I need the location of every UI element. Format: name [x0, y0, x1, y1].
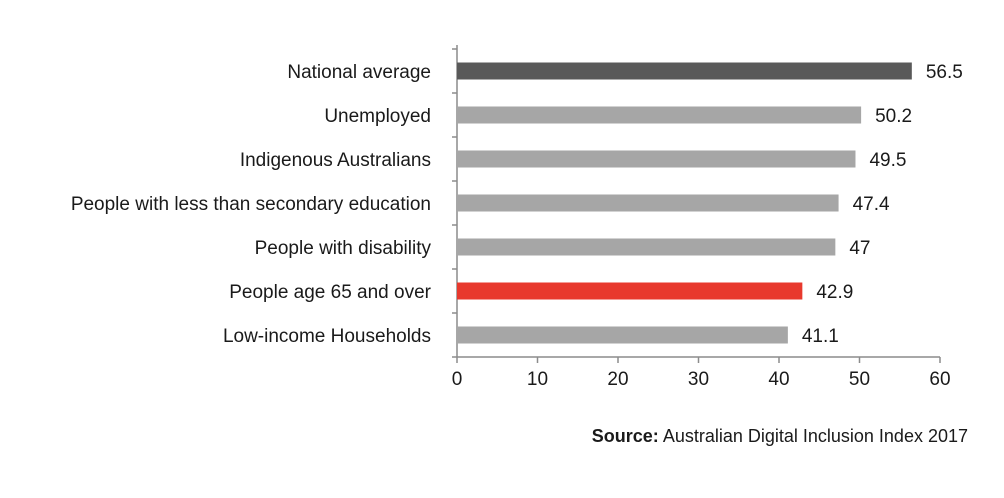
category-label: People age 65 and over — [229, 282, 431, 303]
bar — [457, 238, 836, 256]
source-note: Source: Australian Digital Inclusion Ind… — [592, 426, 968, 447]
x-tick-label: 20 — [607, 369, 628, 390]
value-label: 49.5 — [869, 150, 906, 171]
category-label: Unemployed — [324, 106, 431, 127]
x-tick-label: 30 — [688, 369, 709, 390]
bar — [457, 62, 912, 80]
bar — [457, 326, 788, 344]
bar — [457, 194, 839, 212]
value-label: 47 — [849, 238, 870, 259]
value-label: 50.2 — [875, 106, 912, 127]
x-tick-label: 0 — [452, 369, 463, 390]
source-label: Source: — [591, 426, 659, 446]
category-label: Indigenous Australians — [240, 150, 431, 171]
category-label: National average — [287, 62, 431, 83]
source-text: Australian Digital Inclusion Index 2017 — [662, 426, 968, 446]
value-label: 56.5 — [926, 62, 963, 83]
category-label: People with disability — [255, 238, 432, 259]
x-tick-label: 60 — [929, 369, 950, 390]
bar — [457, 282, 803, 300]
bar — [457, 150, 856, 168]
value-label: 41.1 — [802, 326, 839, 347]
category-label: Low-income Households — [223, 326, 431, 347]
category-label: People with less than secondary educatio… — [71, 194, 431, 215]
x-tick-label: 40 — [768, 369, 789, 390]
bar — [457, 106, 862, 124]
value-label: 42.9 — [816, 282, 853, 303]
x-tick-label: 10 — [527, 369, 548, 390]
value-label: 47.4 — [853, 194, 890, 215]
x-tick-label: 50 — [849, 369, 870, 390]
